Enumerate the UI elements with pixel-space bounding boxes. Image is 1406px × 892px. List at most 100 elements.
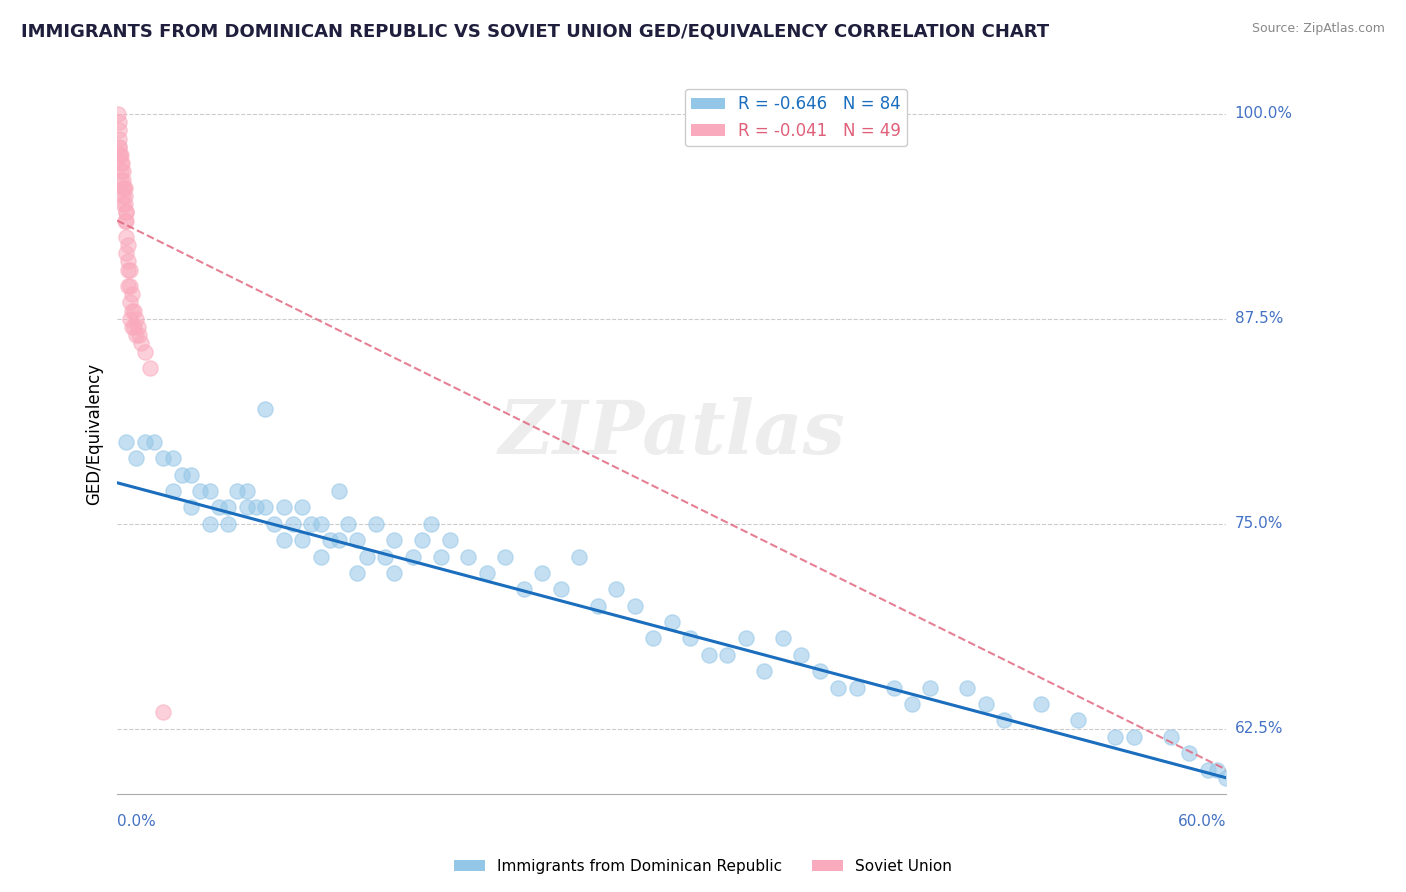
Point <box>108 140 131 154</box>
Point <box>281 516 304 531</box>
Point <box>337 516 360 531</box>
Point <box>198 516 221 531</box>
Point <box>124 451 146 466</box>
Point <box>217 500 239 515</box>
Point <box>273 533 295 548</box>
Point <box>208 500 231 515</box>
Point <box>974 697 997 711</box>
Point <box>346 566 368 580</box>
Point <box>217 516 239 531</box>
Point <box>402 549 425 564</box>
Point <box>808 665 831 679</box>
Point <box>107 115 129 129</box>
Point <box>117 262 139 277</box>
Point <box>122 320 145 334</box>
Point <box>568 549 591 564</box>
Point <box>429 549 451 564</box>
Point <box>356 549 378 564</box>
Point <box>364 516 387 531</box>
Point <box>643 632 665 646</box>
Point <box>734 632 756 646</box>
Point <box>110 172 132 186</box>
Point <box>111 197 134 211</box>
Point <box>513 582 536 597</box>
Point <box>124 328 146 343</box>
Point <box>1215 771 1237 785</box>
Legend: Immigrants from Dominican Republic, Soviet Union: Immigrants from Dominican Republic, Sovi… <box>449 853 957 880</box>
Text: 62.5%: 62.5% <box>1234 721 1284 736</box>
Point <box>114 205 136 219</box>
Point <box>117 254 139 268</box>
Point <box>1122 730 1144 744</box>
Point <box>845 681 868 695</box>
Point <box>111 172 134 186</box>
Point <box>117 238 139 252</box>
Point <box>494 549 516 564</box>
Point <box>254 500 277 515</box>
Point <box>111 156 134 170</box>
Point <box>226 483 249 498</box>
Point <box>1206 763 1229 777</box>
Text: 100.0%: 100.0% <box>1234 106 1292 121</box>
Point <box>139 361 162 376</box>
Point <box>121 320 143 334</box>
Point <box>1197 763 1219 777</box>
Text: 60.0%: 60.0% <box>1178 814 1226 829</box>
Point <box>111 189 134 203</box>
Point <box>143 434 166 449</box>
Point <box>115 230 138 244</box>
Point <box>475 566 498 580</box>
Point <box>697 648 720 662</box>
Point <box>115 213 138 227</box>
Point <box>993 714 1015 728</box>
Point <box>170 467 193 482</box>
Point <box>772 632 794 646</box>
Point <box>114 180 136 194</box>
Point <box>883 681 905 695</box>
Point <box>623 599 645 613</box>
Point <box>309 549 332 564</box>
Point <box>114 197 136 211</box>
Point <box>162 483 184 498</box>
Point <box>679 632 702 646</box>
Point <box>111 164 134 178</box>
Point <box>531 566 554 580</box>
Text: IMMIGRANTS FROM DOMINICAN REPUBLIC VS SOVIET UNION GED/EQUIVALENCY CORRELATION C: IMMIGRANTS FROM DOMINICAN REPUBLIC VS SO… <box>21 22 1049 40</box>
Text: 0.0%: 0.0% <box>117 814 156 829</box>
Point <box>661 615 683 629</box>
Point <box>114 213 136 227</box>
Point <box>121 287 143 301</box>
Point <box>263 516 285 531</box>
Point <box>1031 697 1053 711</box>
Point <box>1178 746 1201 760</box>
Point <box>457 549 479 564</box>
Point <box>180 467 202 482</box>
Point <box>120 311 142 326</box>
Point <box>120 262 142 277</box>
Text: Source: ZipAtlas.com: Source: ZipAtlas.com <box>1251 22 1385 36</box>
Point <box>1067 714 1090 728</box>
Point <box>439 533 461 548</box>
Point <box>134 434 156 449</box>
Point <box>1160 730 1182 744</box>
Legend: R = -0.646   N = 84, R = -0.041   N = 49: R = -0.646 N = 84, R = -0.041 N = 49 <box>685 88 907 146</box>
Y-axis label: GED/Equivalency: GED/Equivalency <box>86 362 103 505</box>
Point <box>901 697 924 711</box>
Point <box>122 303 145 318</box>
Point <box>374 549 396 564</box>
Point <box>309 516 332 531</box>
Point <box>108 123 131 137</box>
Point <box>108 148 131 162</box>
Point <box>420 516 443 531</box>
Point <box>107 107 129 121</box>
Point <box>117 279 139 293</box>
Point <box>752 665 775 679</box>
Point <box>127 320 149 334</box>
Point <box>291 533 314 548</box>
Point <box>120 279 142 293</box>
Point <box>129 336 152 351</box>
Point <box>605 582 627 597</box>
Point <box>114 189 136 203</box>
Point <box>110 156 132 170</box>
Point <box>384 566 406 580</box>
